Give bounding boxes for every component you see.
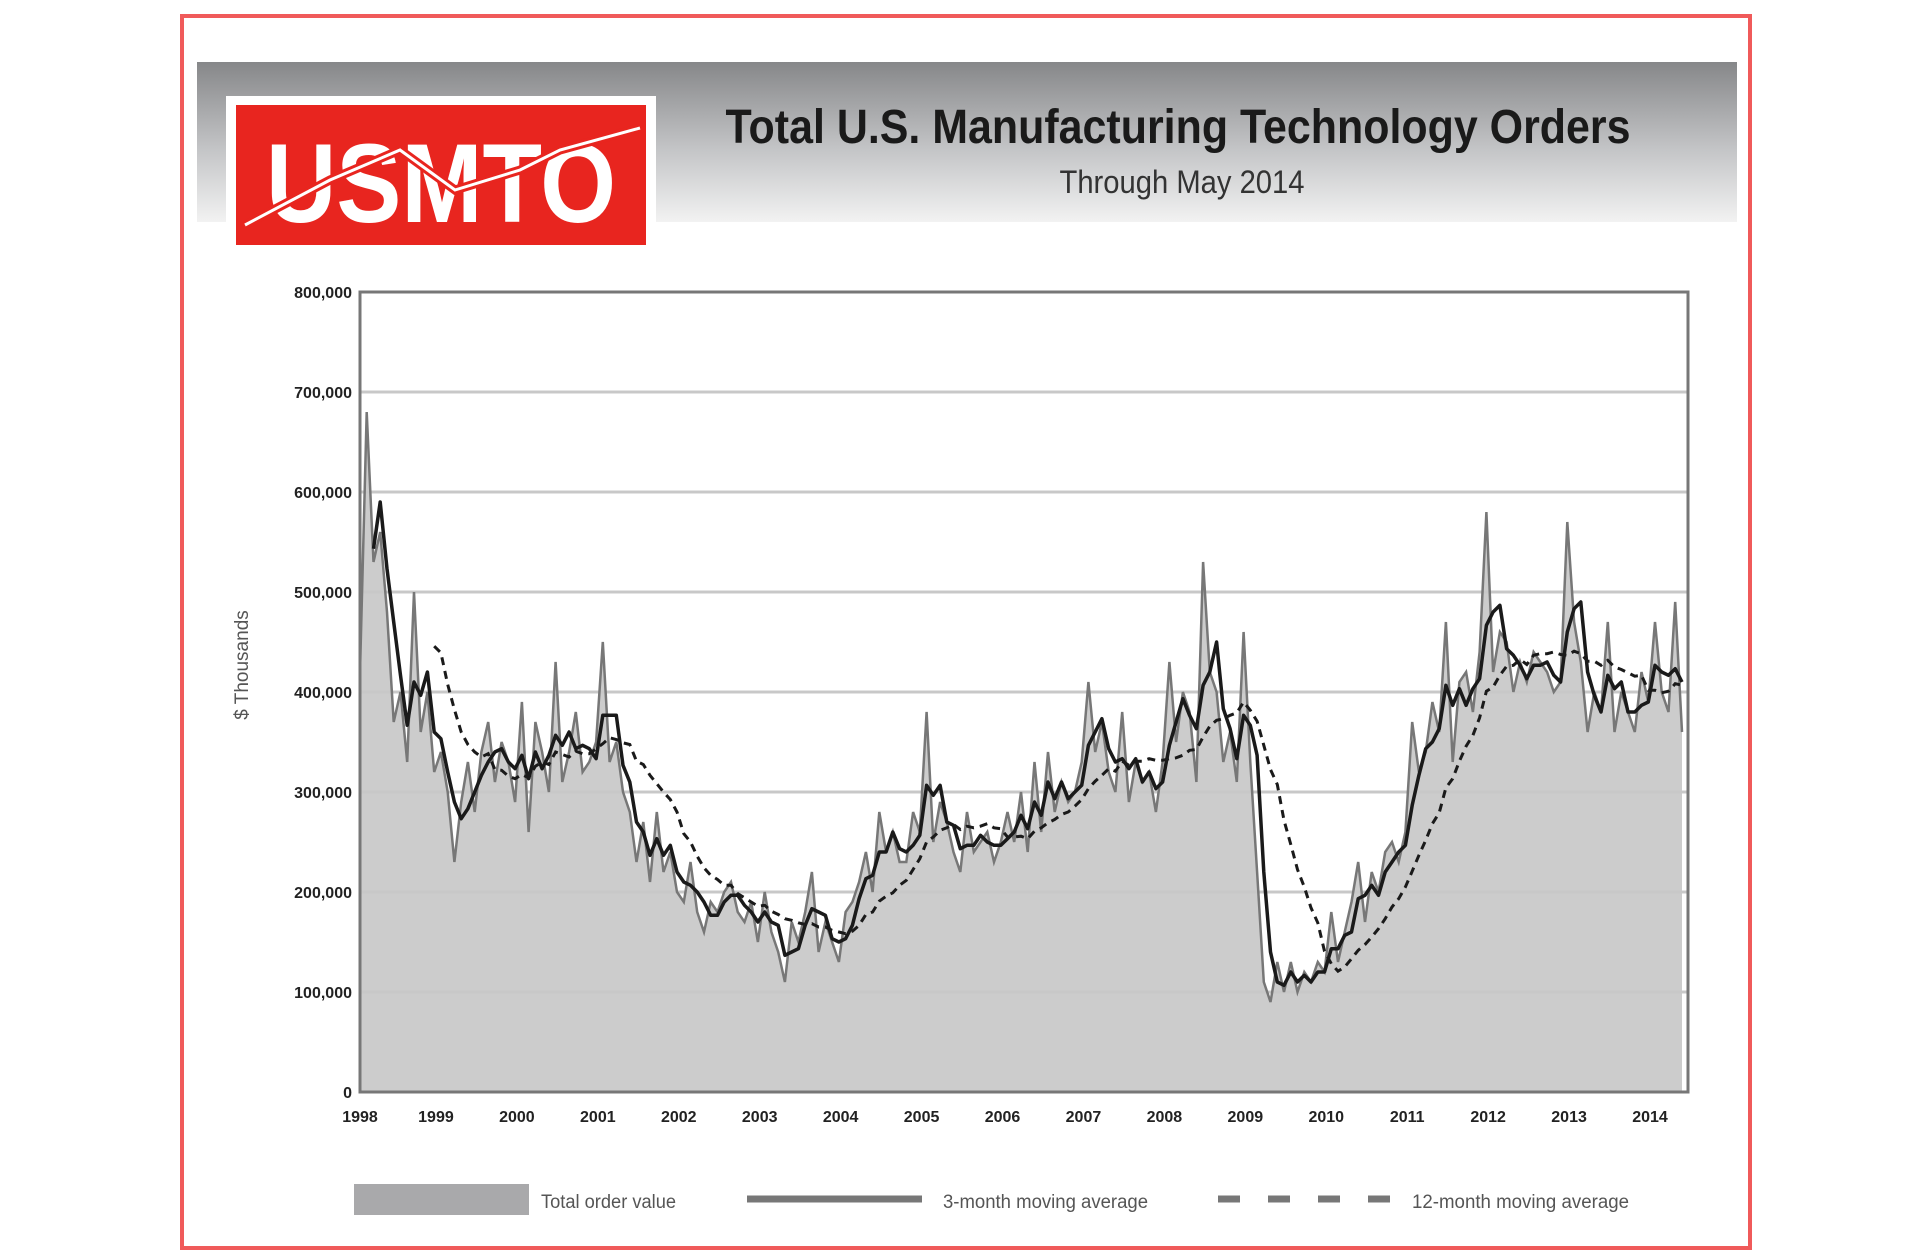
y-tick-label: 700,000 <box>294 385 352 402</box>
x-tick-label: 2009 <box>1228 1109 1264 1126</box>
x-axis-ticks: 1998 1999 2000 2001 2002 2003 2004 2005 2006 2007… <box>342 1109 1668 1126</box>
x-tick-label: 2006 <box>985 1109 1021 1126</box>
series-12-month-average <box>433 645 1683 974</box>
x-tick-label: 2010 <box>1308 1109 1344 1126</box>
y-tick-label: 500,000 <box>294 585 352 602</box>
x-tick-label: 2005 <box>904 1109 940 1126</box>
y-tick-label: 100,000 <box>294 985 352 1002</box>
x-tick-label: 1999 <box>418 1109 454 1126</box>
x-tick-label: 2008 <box>1147 1109 1183 1126</box>
x-tick-label: 2011 <box>1390 1109 1425 1126</box>
usmto-logo: USMTO <box>226 96 656 248</box>
chart-title: Total U.S. Manufacturing Technology Orde… <box>726 101 1631 154</box>
y-tick-label: 300,000 <box>294 785 352 802</box>
legend-label-3mo: 3-month moving average <box>943 1192 1148 1213</box>
chart-subtitle: Through May 2014 <box>1060 164 1305 200</box>
legend: Total order value 3-month moving average… <box>354 1184 1629 1215</box>
legend-label-12mo: 12-month moving average <box>1412 1192 1629 1213</box>
legend-swatch-total <box>354 1184 529 1215</box>
x-tick-label: 2001 <box>580 1109 616 1126</box>
y-axis-ticks: 0 100,000 200,000 300,000 400,000 500,000 600,… <box>294 285 352 1102</box>
legend-label-total: Total order value <box>541 1192 676 1213</box>
plot-area <box>358 290 1690 1094</box>
series-total-area <box>360 412 1682 1092</box>
y-tick-label: 800,000 <box>294 285 352 302</box>
x-tick-label: 2013 <box>1551 1109 1587 1126</box>
y-tick-label: 200,000 <box>294 885 352 902</box>
x-tick-label: 2014 <box>1632 1109 1668 1126</box>
x-tick-label: 2004 <box>823 1109 859 1126</box>
x-tick-label: 2002 <box>661 1109 697 1126</box>
x-tick-label: 2012 <box>1470 1109 1506 1126</box>
y-axis-label: $ Thousands <box>232 610 253 720</box>
plot-frame <box>358 290 1690 1094</box>
y-tick-label: 400,000 <box>294 685 352 702</box>
x-tick-label: 2000 <box>499 1109 535 1126</box>
x-tick-label: 2003 <box>742 1109 778 1126</box>
x-tick-label: 1998 <box>342 1109 378 1126</box>
y-tick-label: 600,000 <box>294 485 352 502</box>
y-tick-label: 0 <box>343 1085 352 1102</box>
x-tick-label: 2007 <box>1066 1109 1102 1126</box>
